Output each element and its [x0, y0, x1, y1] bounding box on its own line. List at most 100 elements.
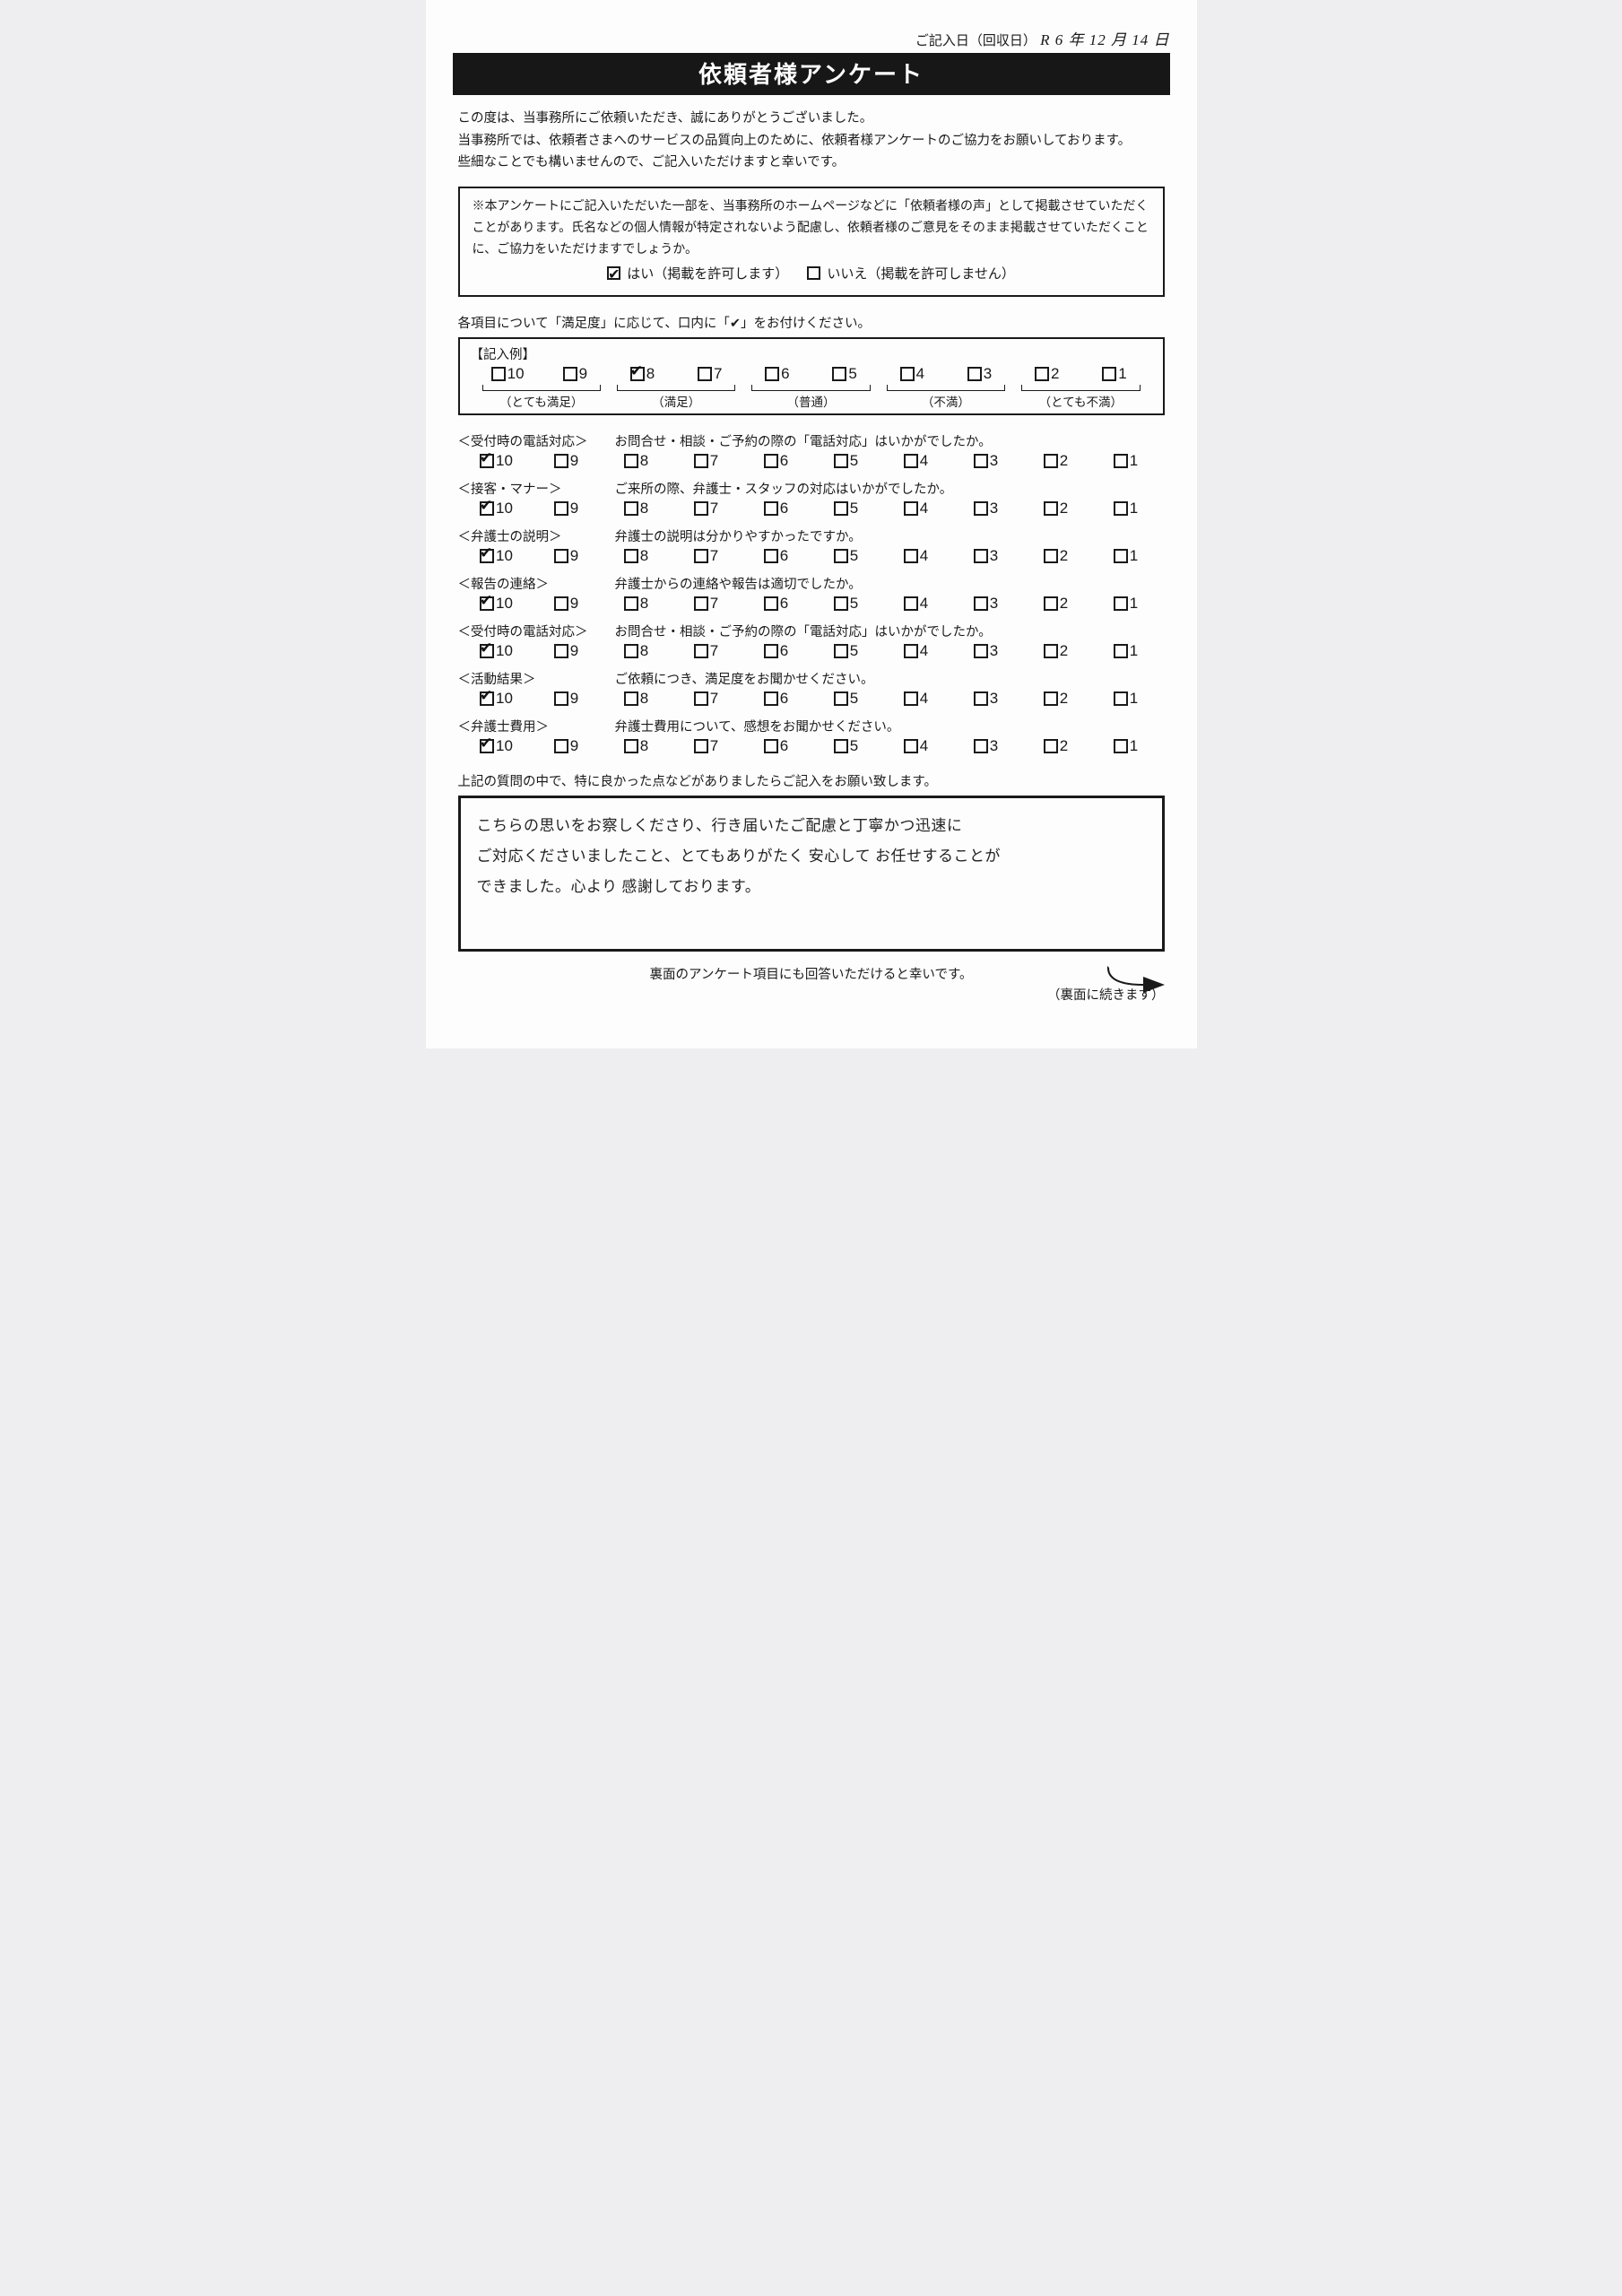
- scale-checkbox-3[interactable]: [974, 596, 988, 611]
- scale-checkbox-8[interactable]: [624, 501, 638, 516]
- scale-checkbox-1[interactable]: [1114, 644, 1128, 658]
- scale-option-1: 1: [1091, 500, 1161, 517]
- comment-box[interactable]: こちらの思いをお察しくださり、行き届いたご配慮と丁寧かつ迅速にご対応くださいまし…: [458, 796, 1165, 952]
- scale-option-6: 6: [742, 500, 811, 517]
- scale-checkbox-4[interactable]: [904, 644, 918, 658]
- scale-option-8: 8: [609, 365, 676, 383]
- scale-checkbox-9[interactable]: [554, 454, 568, 468]
- scale-checkbox-6[interactable]: [764, 644, 778, 658]
- example-box: 【記入例】 10 9 8 7 6 5 4 3 2 1 （とても満足）（満足）（普…: [458, 337, 1165, 415]
- scale-checkbox-2[interactable]: [1044, 739, 1058, 753]
- scale-checkbox-1[interactable]: [1114, 596, 1128, 611]
- scale-checkbox-10[interactable]: [480, 739, 494, 753]
- scale-group-label: （とても不満）: [1013, 385, 1148, 410]
- scale-checkbox-10[interactable]: [480, 549, 494, 563]
- scale-checkbox-7[interactable]: [694, 501, 708, 516]
- scale-option-5: 5: [811, 737, 881, 755]
- scale-checkbox-2[interactable]: [1044, 691, 1058, 706]
- scale-checkbox-8[interactable]: [624, 739, 638, 753]
- scale-checkbox-5[interactable]: [834, 644, 848, 658]
- scale-checkbox-8[interactable]: [624, 691, 638, 706]
- scale-checkbox-9[interactable]: [554, 691, 568, 706]
- scale-checkbox-2[interactable]: [1044, 596, 1058, 611]
- scale-checkbox-2[interactable]: [1044, 644, 1058, 658]
- scale-checkbox-5[interactable]: [834, 596, 848, 611]
- scale-checkbox-4[interactable]: [904, 739, 918, 753]
- scale-checkbox-3[interactable]: [974, 501, 988, 516]
- scale-checkbox-7[interactable]: [694, 644, 708, 658]
- scale-checkbox-2[interactable]: [1044, 501, 1058, 516]
- scale-checkbox-7[interactable]: [694, 549, 708, 563]
- scale-checkbox-3[interactable]: [974, 644, 988, 658]
- scale-option-1: 1: [1091, 452, 1161, 470]
- scale-checkbox-6: [765, 367, 779, 381]
- scale-option-9: 9: [542, 365, 609, 383]
- consent-no-label: いいえ（掲載を許可しません）: [827, 266, 1015, 282]
- scale-option-1: 1: [1091, 690, 1161, 708]
- scale-option-7: 7: [672, 452, 742, 470]
- scale-checkbox-10[interactable]: [480, 644, 494, 658]
- scale-checkbox-6[interactable]: [764, 739, 778, 753]
- consent-options: はい（掲載を許可します） いいえ（掲載を許可しません）: [473, 263, 1150, 286]
- scale-checkbox-9[interactable]: [554, 596, 568, 611]
- scale-checkbox-2[interactable]: [1044, 454, 1058, 468]
- scale-checkbox-1[interactable]: [1114, 454, 1128, 468]
- scale-checkbox-10[interactable]: [480, 501, 494, 516]
- scale-checkbox-9[interactable]: [554, 501, 568, 516]
- scale-checkbox-9[interactable]: [554, 739, 568, 753]
- scale-checkbox-5[interactable]: [834, 549, 848, 563]
- question-desc: 弁護士の説明は分かりやすかったですか。: [615, 526, 862, 545]
- scale-checkbox-1[interactable]: [1114, 691, 1128, 706]
- scale-checkbox-8[interactable]: [624, 596, 638, 611]
- scale-checkbox-5[interactable]: [834, 739, 848, 753]
- scale-checkbox-6[interactable]: [764, 454, 778, 468]
- scale-option-5: 5: [811, 690, 881, 708]
- scale-checkbox-3[interactable]: [974, 549, 988, 563]
- scale-checkbox-5[interactable]: [834, 501, 848, 516]
- scale-checkbox-1[interactable]: [1114, 739, 1128, 753]
- scale-checkbox-8[interactable]: [624, 454, 638, 468]
- scale-checkbox-3[interactable]: [974, 739, 988, 753]
- date-label: ご記入日（回収日）: [915, 33, 1037, 48]
- scale-checkbox-6[interactable]: [764, 691, 778, 706]
- scale-option-2: 2: [1021, 595, 1091, 613]
- scale-checkbox-1[interactable]: [1114, 501, 1128, 516]
- scale-checkbox-7[interactable]: [694, 454, 708, 468]
- scale-checkbox-4[interactable]: [904, 596, 918, 611]
- scale-checkbox-7[interactable]: [694, 596, 708, 611]
- scale-checkbox-10[interactable]: [480, 596, 494, 611]
- scale-group-label: （普通）: [743, 385, 878, 410]
- scale-checkbox-6[interactable]: [764, 501, 778, 516]
- scale-checkbox-5[interactable]: [834, 691, 848, 706]
- scale-checkbox-7[interactable]: [694, 691, 708, 706]
- scale-option-5: 5: [811, 547, 881, 565]
- consent-yes-checkbox[interactable]: [607, 266, 620, 280]
- scale-checkbox-7[interactable]: [694, 739, 708, 753]
- question-scale-row: 10 9 8 7 6 5 4 3 2 1: [458, 737, 1165, 755]
- consent-no-checkbox[interactable]: [807, 266, 820, 280]
- scale-option-3: 3: [951, 595, 1021, 613]
- scale-checkbox-4[interactable]: [904, 549, 918, 563]
- scale-checkbox-4[interactable]: [904, 501, 918, 516]
- scale-checkbox-5[interactable]: [834, 454, 848, 468]
- consent-text: ※本アンケートにご記入いただいた一部を、当事務所のホームページなどに「依頼者様の…: [473, 196, 1150, 259]
- scale-option-9: 9: [532, 547, 602, 565]
- scale-checkbox-3[interactable]: [974, 691, 988, 706]
- scale-checkbox-6[interactable]: [764, 549, 778, 563]
- scale-checkbox-10[interactable]: [480, 454, 494, 468]
- scale-checkbox-4[interactable]: [904, 454, 918, 468]
- scale-checkbox-8[interactable]: [624, 644, 638, 658]
- scale-checkbox-9[interactable]: [554, 549, 568, 563]
- scale-checkbox-4[interactable]: [904, 691, 918, 706]
- scale-checkbox-2: [1035, 367, 1049, 381]
- scale-checkbox-3[interactable]: [974, 454, 988, 468]
- scale-checkbox-1[interactable]: [1114, 549, 1128, 563]
- scale-checkbox-2[interactable]: [1044, 549, 1058, 563]
- scale-checkbox-10[interactable]: [480, 691, 494, 706]
- scale-option-8: 8: [602, 500, 672, 517]
- question-title: ＜報告の連絡＞: [458, 574, 615, 593]
- scale-checkbox-9[interactable]: [554, 644, 568, 658]
- scale-checkbox-6[interactable]: [764, 596, 778, 611]
- scale-checkbox-8[interactable]: [624, 549, 638, 563]
- scale-checkbox-5: [832, 367, 846, 381]
